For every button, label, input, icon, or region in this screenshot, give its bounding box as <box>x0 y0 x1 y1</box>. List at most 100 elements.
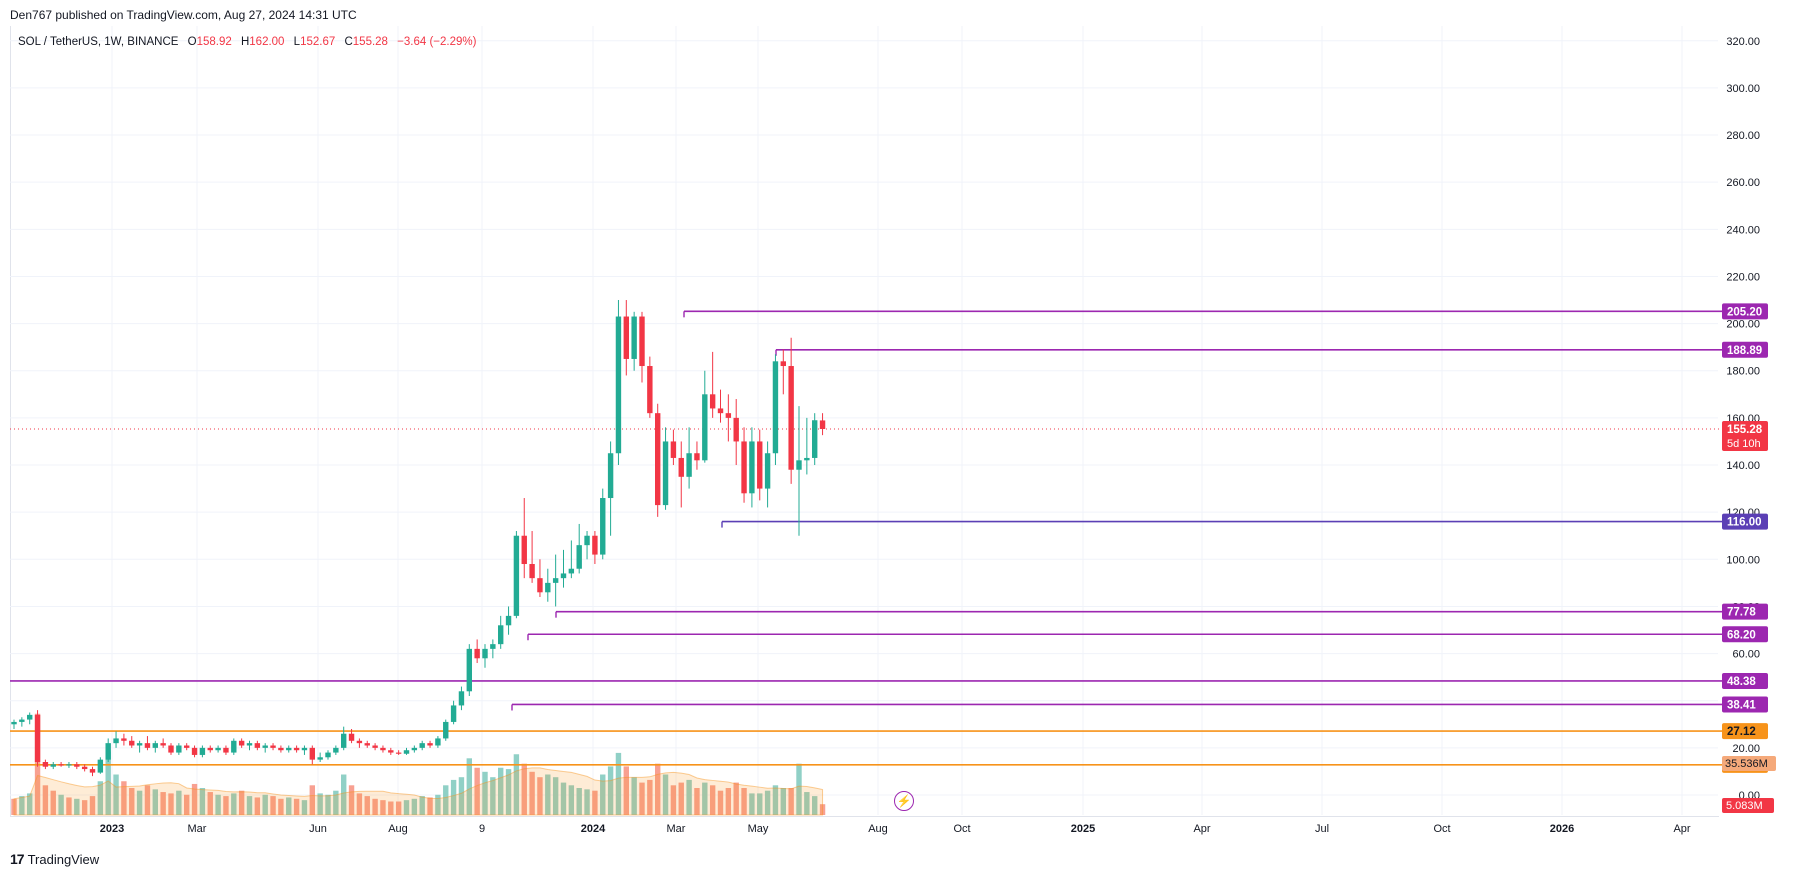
volume-bar <box>19 796 25 815</box>
volume-bar <box>647 779 653 815</box>
candle-body <box>293 747 300 751</box>
candle-body <box>19 719 25 722</box>
candle-body <box>482 648 488 659</box>
volume-bar <box>466 758 472 815</box>
level-tag: 68.20 <box>1727 629 1756 641</box>
x-tick-label: 2026 <box>1550 823 1574 835</box>
level-tag: 27.12 <box>1727 726 1756 738</box>
volume-bar <box>66 797 72 815</box>
candle-body <box>662 441 669 506</box>
candle-body <box>176 745 182 753</box>
volume-current-tag: 5.083M <box>1726 800 1763 812</box>
volume-bar <box>317 793 323 815</box>
volume-bar <box>498 767 504 815</box>
volume-bar <box>27 793 33 815</box>
lightning-icon[interactable]: ⚡ <box>894 791 914 811</box>
volume-bar <box>490 777 496 815</box>
candle-body <box>66 764 72 766</box>
candle-body <box>694 453 700 461</box>
last-price-tag: 155.28 <box>1727 424 1763 436</box>
volume-bar <box>450 779 457 815</box>
candle-body <box>757 441 763 489</box>
volume-bar <box>772 785 779 815</box>
candle-body <box>725 413 732 418</box>
volume-bar <box>780 788 786 815</box>
candle-body <box>804 457 810 461</box>
volume-bar <box>207 792 213 815</box>
candle-body <box>560 573 567 579</box>
candle-body <box>191 747 198 755</box>
volume-ma-tag: 35.536M <box>1725 758 1768 770</box>
volume-bar <box>709 785 716 815</box>
volume-bar <box>631 777 637 815</box>
open-value: 158.92 <box>196 36 232 48</box>
level-tag: 205.20 <box>1727 306 1762 318</box>
candle-body <box>144 743 151 748</box>
candle-body <box>458 691 465 706</box>
volume-bar <box>568 785 575 815</box>
candle-body <box>168 745 174 753</box>
candle-body <box>764 453 771 489</box>
change-value: −3.64 (−2.29%) <box>397 36 477 48</box>
x-tick-label: 2025 <box>1071 823 1095 835</box>
candle-body <box>184 745 190 748</box>
candle-body <box>372 745 378 748</box>
volume-bar <box>246 796 253 815</box>
tradingview-logo[interactable]: 17 TradingView <box>10 851 99 867</box>
candle-body <box>521 535 527 565</box>
volume-bar <box>411 798 418 815</box>
volume-bar <box>607 766 614 815</box>
level-tag-bg <box>1722 672 1768 689</box>
candle-body <box>270 745 276 748</box>
volume-bar <box>74 798 80 815</box>
volume-ma-area <box>13 767 824 816</box>
level-tag-bg <box>1722 626 1768 643</box>
low-label: L <box>293 36 301 48</box>
volume-bar <box>113 774 119 815</box>
x-tick-label: May <box>748 823 769 835</box>
x-tick-label: Mar <box>188 823 207 835</box>
published-byline: Den767 published on TradingView.com, Aug… <box>10 8 357 22</box>
ohlc-legend: SOL / TetherUS, 1W, BINANCE O158.92 H162… <box>18 36 476 48</box>
candle-body <box>819 420 826 430</box>
candle-body <box>89 769 96 773</box>
open-label: O <box>187 36 197 48</box>
volume-bar <box>223 796 229 815</box>
volume-bar <box>576 788 582 815</box>
volume-bar <box>144 785 151 815</box>
volume-bar <box>670 785 677 815</box>
candle-body <box>11 721 17 725</box>
y-tick-label: 320.00 <box>1726 36 1760 48</box>
candle-body <box>505 615 512 626</box>
candle-body <box>427 743 433 746</box>
candle-body <box>238 740 245 746</box>
candle-body <box>466 648 472 692</box>
candle-body <box>58 764 64 766</box>
volume-bar <box>435 794 441 815</box>
volume-bar <box>529 771 535 815</box>
volume-bar <box>309 785 315 815</box>
volume-bar <box>717 790 724 815</box>
y-tick-label: 60.00 <box>1732 649 1760 661</box>
candle-body <box>709 394 716 409</box>
volume-bar <box>545 774 551 815</box>
candle-body <box>411 747 418 751</box>
candle-body <box>733 417 739 442</box>
candle-body <box>262 745 268 748</box>
y-tick-label: 140.00 <box>1726 460 1760 472</box>
x-tick-label: 9 <box>479 823 485 835</box>
high-label: H <box>240 36 250 48</box>
candle-body <box>717 408 724 414</box>
candle-body <box>348 733 355 741</box>
volume-bar <box>678 782 684 815</box>
candle-body <box>388 750 394 753</box>
volume-bar <box>341 774 347 815</box>
volume-bar <box>121 781 127 815</box>
candle-body <box>670 441 677 458</box>
volume-bar <box>812 796 818 815</box>
candle-body <box>325 752 331 758</box>
volume-bar <box>97 781 104 815</box>
symbol-info[interactable]: SOL / TetherUS, 1W, BINANCE <box>18 36 179 48</box>
low-value: 152.67 <box>300 36 336 48</box>
